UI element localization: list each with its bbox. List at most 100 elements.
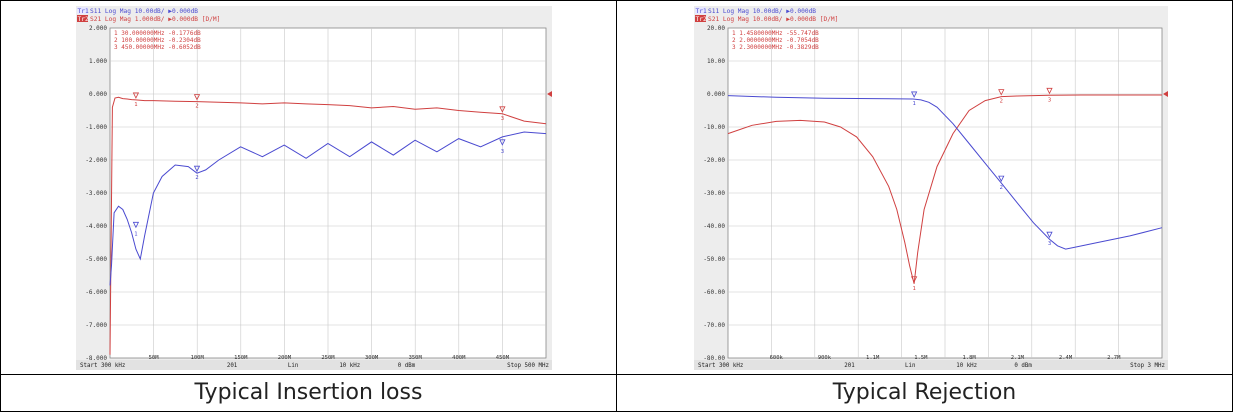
marker-triangle (193, 94, 201, 101)
x-tick-label: 150M (234, 355, 248, 361)
tr2-header-text: S21 Log Mag 10.00dB/ ▶0.000dB [D/M] (708, 16, 838, 23)
tr1-badge: Tr1 (78, 8, 89, 15)
tr1-header-text: S11 Log Mag 10.00dB/ ▶0.000dB (90, 8, 198, 15)
y-tick-label: -50.00 (703, 256, 725, 263)
y-tick-label: -30.00 (703, 190, 725, 197)
x-tick-label: 250M (321, 355, 335, 361)
marker-readout: 3 450.00000MHz -0.6052dB (114, 44, 201, 51)
marker-readout: 1 1.4580000MHz -55.747dB (732, 30, 819, 37)
x-tick-label: 300M (365, 355, 379, 361)
y-tick-label: -5.000 (85, 256, 107, 263)
x-tick-label: 2.1M (1011, 355, 1025, 361)
marker-label: 3 (1048, 241, 1051, 247)
y-tick-label: 0.000 (89, 91, 107, 98)
footer-start: Start 300 kHz (80, 363, 125, 369)
footer-bar (76, 360, 552, 370)
x-tick-label: 200M (278, 355, 292, 361)
x-tick-label: 900k (818, 355, 832, 361)
marker-label: 2 (1000, 185, 1003, 191)
y-tick-label: -80.00 (703, 355, 725, 362)
y-tick-label: -7.000 (85, 322, 107, 329)
s21-trace-line (109, 96, 547, 355)
y-tick-label: 0.000 (707, 91, 725, 98)
tr2-badge: Tr2 (78, 16, 89, 23)
footer-power: 0 dBm (398, 363, 416, 369)
marker-label: 3 (1048, 97, 1051, 103)
marker-label: 1 (912, 101, 915, 107)
marker-label: 2 (195, 104, 198, 110)
tr2-badge: Tr2 (696, 16, 707, 23)
footer-ifbw: 10 kHz (339, 363, 360, 369)
x-tick-label: 350M (409, 355, 423, 361)
marker-label: 1 (134, 231, 137, 237)
x-tick-label: 1.5M (914, 355, 928, 361)
marker-label: 3 (501, 116, 504, 122)
footer-points: 201 (844, 363, 855, 369)
marker-readout: 3 2.3000000MHz -0.3829dB (732, 44, 819, 51)
y-tick-label: -8.000 (85, 355, 107, 362)
marker-readout: 2 100.00000MHz -0.2304dB (114, 37, 201, 44)
marker-label: 2 (1000, 99, 1003, 105)
tr1-header-text: S11 Log Mag 10.00dB/ ▶0.000dB (708, 8, 816, 15)
y-tick-label: -40.00 (703, 223, 725, 230)
reference-arrow (1163, 91, 1168, 97)
marker-label: 1 (912, 286, 915, 292)
reference-arrow (547, 91, 552, 97)
y-tick-label: -3.000 (85, 190, 107, 197)
y-tick-label: 10.00 (707, 58, 725, 65)
tr1-badge: Tr1 (696, 8, 707, 15)
marker-triangle (1046, 87, 1053, 95)
marker-triangle (132, 221, 140, 229)
y-tick-label: 20.00 (707, 25, 725, 32)
y-tick-label: -4.000 (85, 223, 107, 230)
y-tick-label: -60.00 (703, 289, 725, 296)
x-tick-label: 1.8M (962, 355, 976, 361)
y-tick-label: -20.00 (703, 157, 725, 164)
marker-label: 3 (501, 149, 504, 155)
rejection-caption: Typical Rejection (832, 380, 1017, 405)
footer-stop: Stop 3 MHz (1130, 363, 1165, 369)
footer-points: 201 (227, 363, 238, 369)
marker-triangle (910, 276, 918, 283)
insertion-loss-caption: Typical Insertion loss (194, 380, 423, 405)
y-tick-label: -10.00 (703, 124, 725, 131)
x-tick-label: 450M (496, 355, 510, 361)
marker-triangle (998, 175, 1005, 182)
footer-scale: Lin (288, 363, 298, 369)
marker-triangle (499, 139, 506, 146)
x-tick-label: 50M (149, 355, 160, 361)
footer-scale: Lin (905, 363, 915, 369)
x-tick-label: 2.4M (1059, 355, 1073, 361)
x-tick-label: 400M (452, 355, 466, 361)
marker-readout: 1 30.000000MHz -0.1776dB (114, 30, 201, 37)
marker-triangle (193, 165, 201, 173)
y-tick-label: -2.000 (85, 157, 107, 164)
marker-triangle (132, 92, 140, 99)
y-tick-label: -1.000 (85, 124, 107, 131)
footer-ifbw: 10 kHz (956, 363, 977, 369)
footer-stop: Stop 500 MHz (507, 363, 549, 369)
x-tick-label: 1.1M (866, 355, 880, 361)
tr1-badge-bg (695, 7, 706, 14)
x-tick-label: 600k (770, 355, 784, 361)
tr1-badge-bg (77, 7, 88, 14)
footer-bar (694, 360, 1168, 370)
marker-triangle (499, 106, 506, 113)
y-tick-label: -6.000 (85, 289, 107, 296)
marker-label: 1 (134, 102, 137, 108)
footer-start: Start 300 kHz (698, 363, 743, 369)
marker-readout: 2 2.0000000MHz -0.7054dB (732, 37, 819, 44)
s11-trace-line (109, 131, 547, 286)
tr2-header-text: S21 Log Mag 1.000dB/ ▶0.000dB [D/M] (90, 16, 220, 23)
y-tick-label: 2.000 (89, 25, 107, 32)
x-tick-label: 2.7M (1107, 355, 1121, 361)
tr2-badge-bg (695, 15, 706, 22)
marker-triangle (1046, 231, 1053, 239)
